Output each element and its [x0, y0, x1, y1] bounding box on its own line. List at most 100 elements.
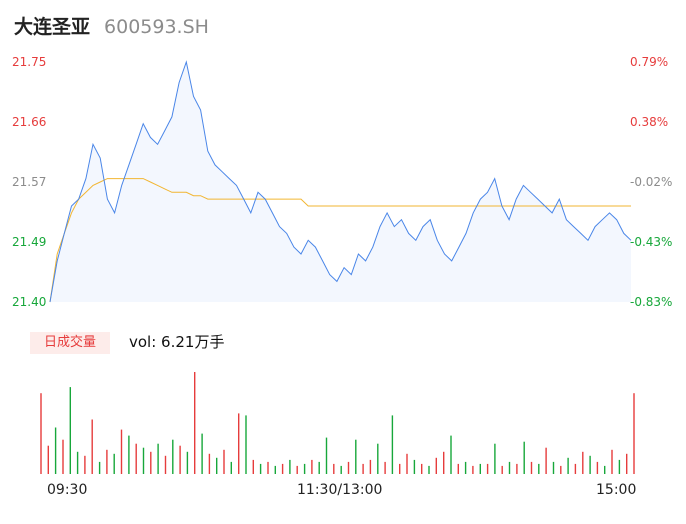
- volume-bar: [362, 463, 364, 474]
- volume-bar: [626, 453, 628, 474]
- volume-bar: [464, 461, 467, 474]
- volume-bar: [216, 457, 218, 474]
- volume-bar: [377, 443, 379, 474]
- volume-bar: [157, 443, 159, 474]
- volume-bar: [333, 463, 335, 474]
- volume-bar: [633, 393, 635, 474]
- volume-bar: [252, 459, 254, 474]
- volume-bar: [413, 459, 416, 474]
- volume-bar: [450, 435, 452, 474]
- volume-bar: [472, 465, 474, 474]
- volume-bar: [435, 457, 437, 474]
- price-line: [49, 60, 632, 303]
- volume-bar: [399, 463, 401, 474]
- volume-bar: [142, 447, 145, 474]
- avg-price-line: [49, 178, 631, 303]
- volume-bar: [69, 387, 71, 474]
- volume-bar: [538, 463, 540, 474]
- volume-bar: [40, 393, 42, 474]
- volume-bar: [545, 447, 547, 474]
- volume-bar: [201, 433, 203, 474]
- volume-bar: [179, 445, 181, 474]
- price-area: [50, 62, 631, 302]
- volume-bar: [508, 461, 511, 474]
- volume-bar: [384, 461, 386, 474]
- volume-bar: [289, 459, 291, 474]
- left-tick-1: 21.66: [12, 115, 47, 129]
- right-tick-2: -0.02%: [630, 175, 673, 189]
- volume-bar: [76, 451, 79, 474]
- volume-bar: [428, 465, 430, 474]
- volume-bar: [245, 415, 247, 474]
- time-label-close: 15:00: [596, 482, 637, 498]
- volume-bar: [172, 439, 174, 474]
- volume-bar: [84, 455, 86, 474]
- volume-bar: [596, 461, 599, 474]
- time-label-midday: 11:30/13:00: [297, 482, 383, 498]
- volume-bar: [567, 457, 569, 474]
- volume-bar: [281, 463, 284, 474]
- volume-bar: [135, 443, 137, 474]
- volume-bar: [318, 461, 320, 474]
- volume-bar: [501, 465, 503, 474]
- volume-bar: [406, 453, 408, 474]
- time-label-open: 09:30: [47, 482, 88, 498]
- volume-bar: [530, 461, 533, 474]
- volume-bar: [113, 453, 115, 474]
- volume-bar: [457, 463, 459, 474]
- volume-bar: [618, 459, 621, 474]
- volume-bar: [421, 463, 423, 474]
- volume-bar: [274, 465, 276, 474]
- volume-bar: [325, 437, 328, 474]
- volume-bar: [259, 463, 262, 474]
- volume-bar: [47, 445, 49, 474]
- volume-bar: [164, 455, 167, 474]
- volume-bar: [523, 441, 525, 474]
- volume-bar: [120, 429, 123, 474]
- volume-text: vol: 6.21万手: [129, 333, 225, 351]
- stock-name: 大连圣亚: [14, 16, 91, 38]
- volume-bar: [150, 451, 152, 474]
- volume-bar: [223, 449, 225, 474]
- volume-bar: [303, 463, 306, 474]
- volume-bar: [106, 449, 108, 474]
- volume-bar: [494, 443, 496, 474]
- volume-bar: [486, 463, 489, 474]
- volume-bar: [347, 461, 350, 474]
- volume-bar: [311, 459, 313, 474]
- volume-bar: [355, 439, 357, 474]
- left-tick-2: 21.57: [12, 175, 47, 189]
- volume-bar: [369, 459, 372, 474]
- volume-bar: [186, 451, 189, 474]
- volume-bar: [54, 427, 57, 474]
- volume-bar: [582, 451, 584, 474]
- volume-bar: [589, 455, 591, 474]
- volume-bar: [479, 463, 481, 474]
- volume-bar: [62, 439, 64, 474]
- right-tick-1: 0.38%: [630, 115, 669, 129]
- title-row: 大连圣亚 600593.SH: [14, 12, 209, 40]
- right-tick-0: 0.79%: [630, 55, 669, 69]
- volume-bar: [443, 451, 445, 474]
- volume-bar: [516, 463, 518, 474]
- volume-bar: [267, 461, 269, 474]
- right-tick-4: -0.83%: [630, 295, 673, 309]
- volume-bar: [340, 465, 342, 474]
- left-tick-3: 21.49: [12, 235, 47, 249]
- volume-bar: [208, 453, 211, 474]
- volume-bar: [611, 449, 613, 474]
- volume-bar: [296, 465, 298, 474]
- right-tick-3: -0.43%: [630, 235, 673, 249]
- volume-bar: [574, 463, 577, 474]
- volume-bar: [194, 372, 196, 474]
- volume-bar: [98, 461, 101, 474]
- volume-bar: [604, 465, 606, 474]
- volume-bar: [560, 465, 562, 474]
- left-tick-4: 21.40: [12, 295, 47, 309]
- volume-bar: [238, 413, 240, 474]
- volume-bars: [40, 372, 635, 474]
- volume-bar: [128, 435, 130, 474]
- volume-bar: [552, 461, 555, 474]
- volume-bar: [230, 461, 232, 474]
